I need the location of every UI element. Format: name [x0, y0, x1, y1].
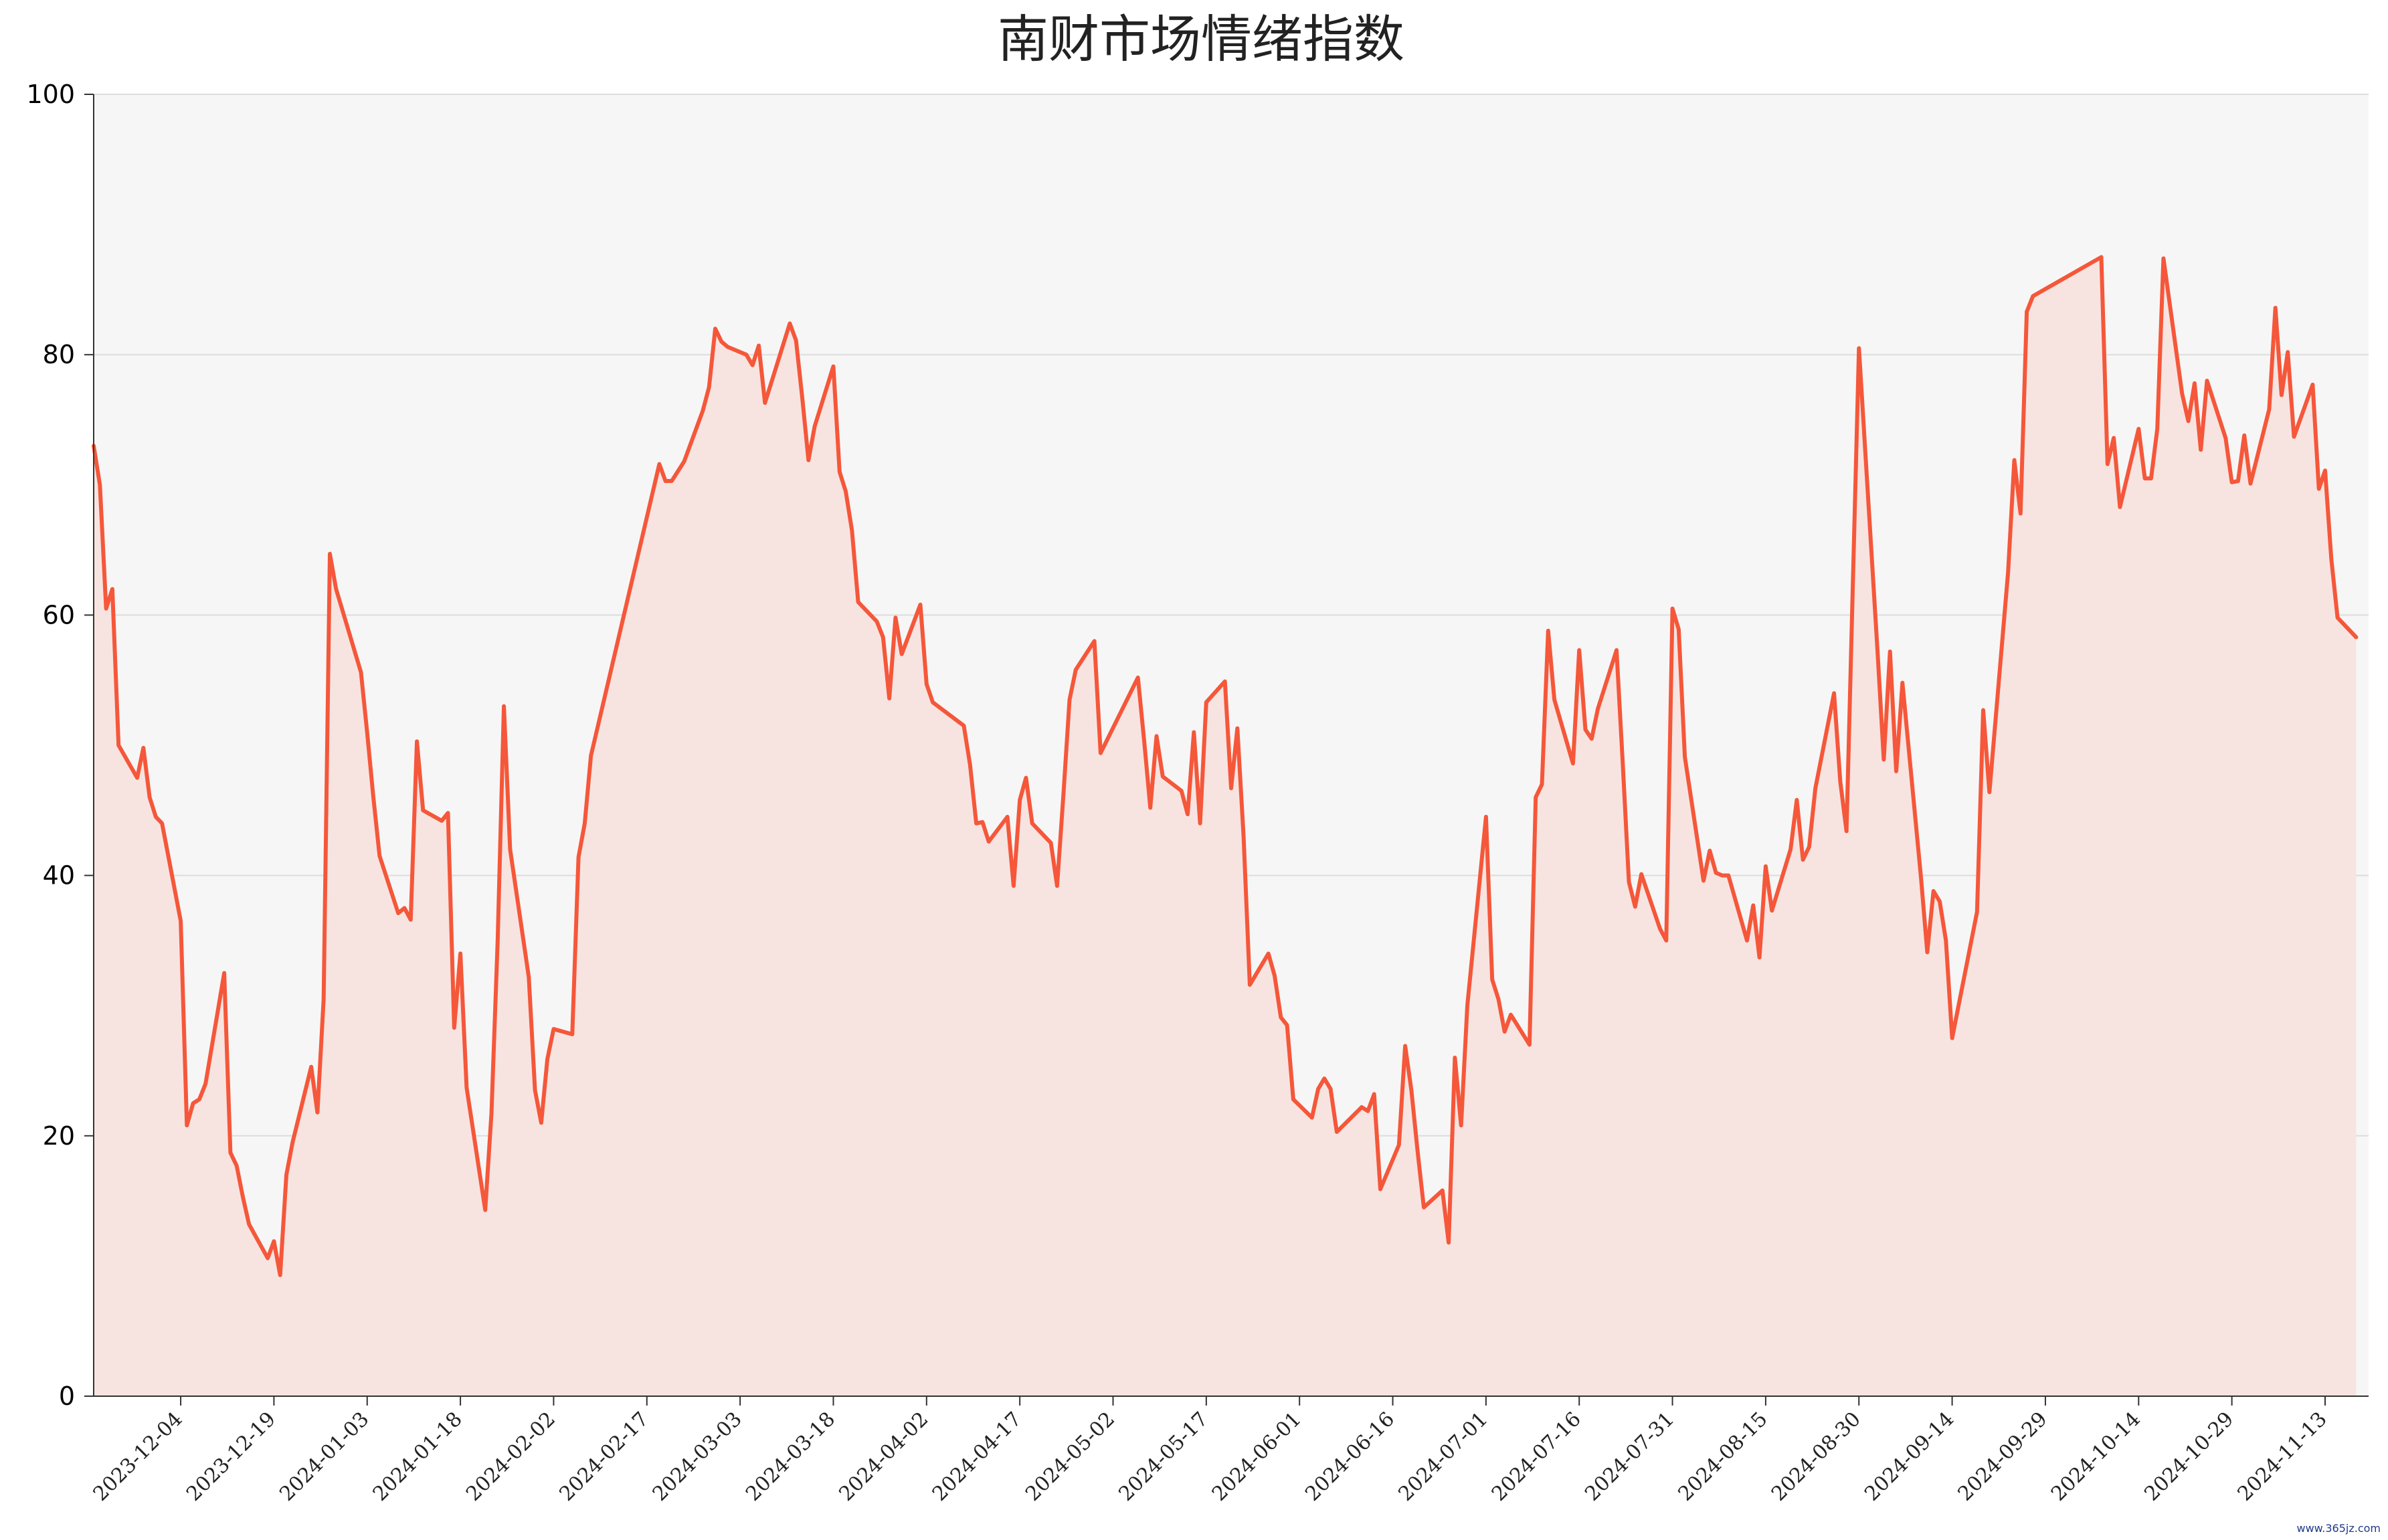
- y-tick-label: 100: [26, 80, 75, 109]
- x-tick-label: 2024-03-03: [648, 1408, 747, 1506]
- x-tick-label: 2024-04-17: [928, 1408, 1026, 1506]
- y-tick-label: 20: [43, 1121, 75, 1151]
- series-line: [92, 255, 2359, 1277]
- y-tick-label: 80: [43, 340, 75, 369]
- x-tick-label: 2024-03-18: [741, 1408, 840, 1506]
- x-tick-label: 2024-02-02: [462, 1408, 560, 1506]
- x-tick-label: 2024-04-02: [834, 1408, 933, 1506]
- x-tick-label: 2024-07-01: [1394, 1408, 1492, 1506]
- y-tick-label: 0: [59, 1381, 75, 1411]
- chart-title: 南财市场情绪指数: [998, 9, 1404, 69]
- x-tick-label: 2024-08-15: [1674, 1408, 1772, 1506]
- x-tick-label: 2024-06-01: [1208, 1408, 1306, 1506]
- x-tick-label: 2024-01-03: [275, 1408, 373, 1506]
- x-tick-label: 2024-09-14: [1860, 1408, 1958, 1506]
- x-tick-label: 2024-05-02: [1021, 1408, 1119, 1506]
- x-tick-label: 2024-08-30: [1767, 1408, 1865, 1506]
- x-tick-label: 2024-06-16: [1301, 1408, 1399, 1506]
- x-tick-label: 2024-07-31: [1580, 1408, 1679, 1506]
- x-tick-label: 2024-02-17: [555, 1408, 653, 1506]
- x-tick-label: 2023-12-19: [182, 1408, 280, 1506]
- x-tick-label: 2024-07-16: [1487, 1408, 1586, 1506]
- y-axis: 0 20 40 60 80 100: [26, 80, 94, 1411]
- x-tick-label: 2024-05-17: [1114, 1408, 1212, 1506]
- x-tick-label: 2024-10-29: [2140, 1408, 2238, 1506]
- y-tick-label: 60: [43, 600, 75, 630]
- watermark: www.365jz.com: [2296, 1522, 2381, 1535]
- y-tick-label: 40: [43, 861, 75, 890]
- x-axis: 2023-12-042023-12-192024-01-032024-01-18…: [89, 1396, 2332, 1506]
- x-tick-label: 2024-01-18: [369, 1408, 467, 1506]
- x-tick-label: 2024-11-13: [2233, 1408, 2332, 1506]
- x-tick-label: 2024-09-29: [1954, 1408, 2052, 1506]
- x-tick-label: 2023-12-04: [89, 1408, 187, 1506]
- series-area: [94, 257, 2357, 1396]
- x-tick-label: 2024-10-14: [2047, 1408, 2145, 1506]
